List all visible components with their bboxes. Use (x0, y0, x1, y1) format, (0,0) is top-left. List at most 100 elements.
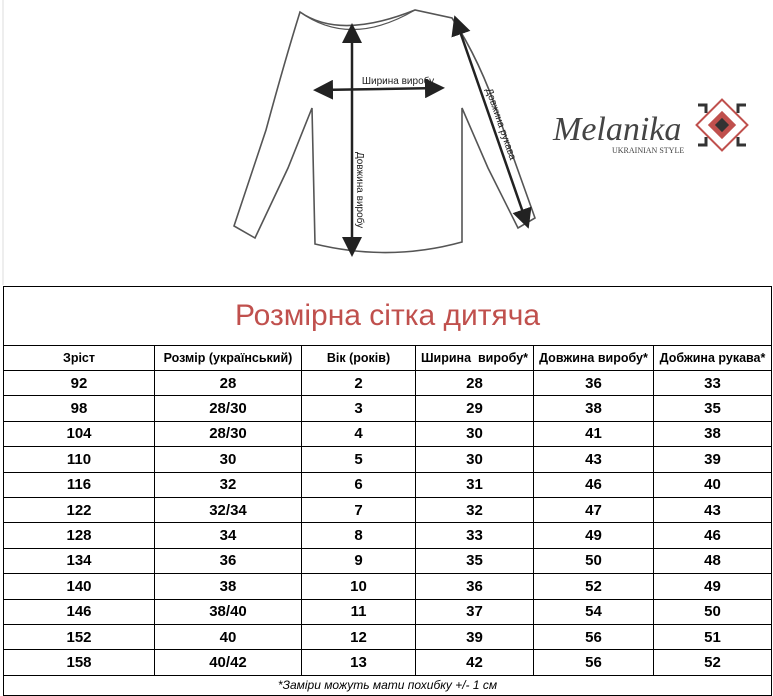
table-cell: 122 (3, 496, 155, 524)
table-row: 146 38/40 11 37 54 50 (3, 598, 773, 625)
table-row: 158 40/42 13 42 56 52 (3, 649, 773, 676)
table-cell: 39 (652, 446, 773, 473)
table-cell: 54 (533, 598, 654, 625)
table-cell: 49 (652, 573, 773, 600)
table-cell: 158 (3, 649, 155, 676)
table-cell: 28/30 (154, 395, 302, 422)
table-row: 128 34 8 33 49 46 (3, 522, 773, 549)
sleeve-arrow (451, 15, 532, 229)
table-cell: 51 (652, 623, 773, 651)
table-cell: 33 (415, 522, 534, 549)
table-cell: 128 (3, 522, 155, 549)
table-cell: 146 (3, 598, 155, 625)
table-cell: 38 (154, 573, 302, 600)
table-cell: 2 (301, 369, 416, 397)
table-cell: 47 (533, 496, 654, 524)
table-cell: 36 (154, 547, 302, 575)
table-cell: 32 (415, 496, 534, 524)
table-cell: 43 (652, 496, 773, 524)
table-cell: 37 (415, 598, 534, 625)
table-cell: 50 (533, 547, 654, 575)
table-cell: 36 (415, 573, 534, 600)
table-cell: 134 (3, 547, 155, 575)
table-cell: 43 (533, 446, 654, 473)
table-cell: 28/30 (154, 420, 302, 448)
table-cell: 28 (154, 369, 302, 397)
table-cell: 92 (3, 369, 155, 397)
table-cell: 35 (415, 547, 534, 575)
table-cell: 3 (301, 395, 416, 422)
collar (299, 9, 416, 31)
table-cell: 49 (533, 522, 654, 549)
table-row: 152 40 12 39 56 51 (3, 623, 773, 651)
table-cell: 34 (154, 522, 302, 549)
table-cell: 30 (415, 420, 534, 448)
table-cell: 104 (3, 420, 155, 448)
table-cell: 46 (533, 471, 654, 498)
table-cell: 110 (3, 446, 155, 473)
table-cell: 40 (652, 471, 773, 498)
table-cell: 38 (533, 395, 654, 422)
table-row: 92 28 2 28 36 33 (3, 369, 773, 397)
table-cell: 8 (301, 522, 416, 549)
table-cell: 38/40 (154, 598, 302, 625)
table-body: 92 28 2 28 36 33 98 28/30 3 29 38 35 104 28/30 4 30 41 38… (3, 369, 773, 676)
width-label: Ширина виробу (362, 75, 434, 87)
table-row: 104 28/30 4 30 41 38 (3, 420, 773, 448)
table-cell: 52 (533, 573, 654, 600)
table-cell: 30 (415, 446, 534, 473)
table-cell: 13 (301, 649, 416, 676)
width-arrow (313, 78, 445, 100)
table-cell: 9 (301, 547, 416, 575)
table-row: 122 32/34 7 32 47 43 (3, 496, 773, 524)
table-cell: 32 (154, 471, 302, 498)
table-cell: 42 (415, 649, 534, 676)
table-cell: 28 (415, 369, 534, 397)
garment-drawing: Ширина виробу Довжина виробу Довжина рук… (2, 0, 749, 285)
table-cell: 40/42 (154, 649, 302, 676)
table-cell: 30 (154, 446, 302, 473)
table-cell: 40 (154, 623, 302, 651)
table-cell: 10 (301, 573, 416, 600)
table-cell: 7 (301, 496, 416, 524)
length-label: Довжина виробу (354, 152, 366, 228)
logo-tagline: UKRAINIAN STYLE (612, 146, 684, 155)
table-cell: 4 (301, 420, 416, 448)
table-row: 110 30 5 30 43 39 (3, 446, 773, 473)
table-cell: 31 (415, 471, 534, 498)
table-cell: 6 (301, 471, 416, 498)
table-cell: 38 (652, 420, 773, 448)
table-cell: 56 (533, 649, 654, 676)
table-cell: 5 (301, 446, 416, 473)
table-title: Розмірна сітка дитяча (2, 286, 773, 346)
table-cell: 36 (533, 369, 654, 397)
table-cell: 46 (652, 522, 773, 549)
table-row: 140 38 10 36 52 49 (3, 573, 773, 600)
table-cell: 29 (415, 395, 534, 422)
table-cell: 35 (652, 395, 773, 422)
column-header: Добжина рукава* (652, 345, 773, 371)
table-cell: 39 (415, 623, 534, 651)
column-header: Розмір (український) (154, 345, 302, 371)
footnote: *Заміри можуть мати похибку +/- 1 см (2, 674, 773, 696)
table-cell: 116 (3, 471, 155, 498)
table-cell: 98 (3, 395, 155, 422)
table-cell: 50 (652, 598, 773, 625)
shirt-outline (233, 9, 536, 254)
size-table: Розмірна сітка дитяча Зріст Розмір (украї… (2, 286, 773, 696)
logo-ornament (695, 98, 749, 152)
table-row: 116 32 6 31 46 40 (3, 471, 773, 498)
table-cell: 11 (301, 598, 416, 625)
table-cell: 56 (533, 623, 654, 651)
column-header: Ширина виробу* (415, 345, 534, 371)
table-cell: 33 (652, 369, 773, 397)
table-cell: 32/34 (154, 496, 302, 524)
column-header: Вік (років) (301, 345, 416, 371)
table-cell: 140 (3, 573, 155, 600)
table-row: 134 36 9 35 50 48 (3, 547, 773, 575)
table-cell: 48 (652, 547, 773, 575)
table-cell: 12 (301, 623, 416, 651)
table-cell: 152 (3, 623, 155, 651)
column-header: Довжина виробу* (533, 345, 654, 371)
